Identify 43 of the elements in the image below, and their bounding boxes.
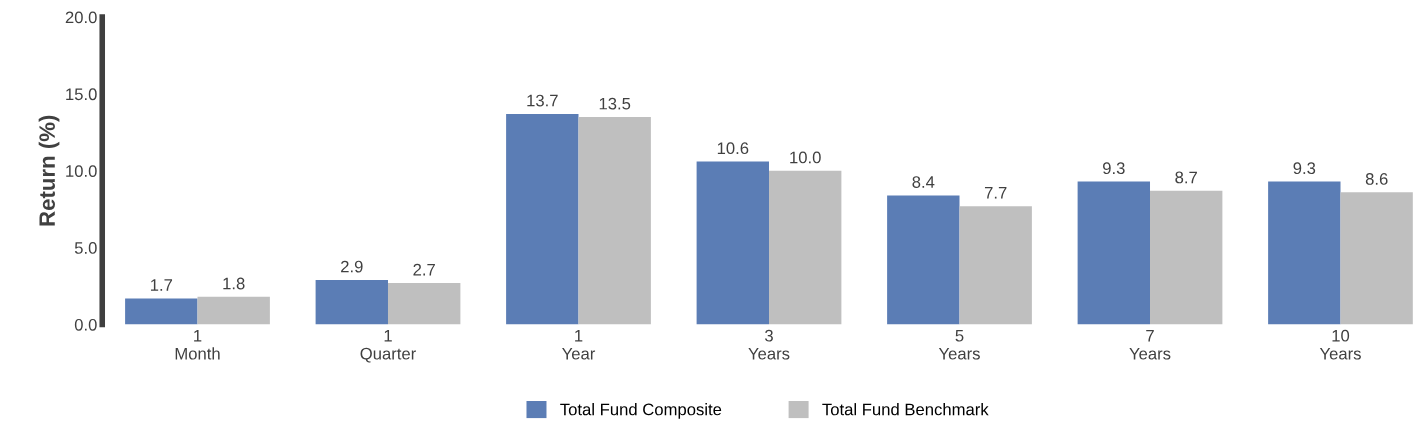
data-label: 13.7 (527, 94, 558, 107)
data-label: 10.6 (717, 142, 749, 155)
bar (1150, 190, 1223, 325)
legend-label: Total Fund Composite (560, 403, 722, 419)
y-tick-label: 0.0 (74, 318, 97, 331)
data-label: 2.9 (341, 260, 363, 273)
y-tick-label: 20.0 (65, 11, 97, 24)
x-tick-label: 1 Year (562, 329, 596, 360)
bar (887, 195, 960, 325)
x-tick-label: 1 Quarter (360, 329, 416, 363)
data-label: 7.7 (984, 187, 1007, 199)
data-label: 10.0 (790, 151, 821, 164)
data-label: 13.5 (599, 97, 631, 110)
bar (1340, 192, 1413, 325)
x-tick-label: 5 Years (938, 329, 980, 360)
data-label: 8.7 (1175, 171, 1197, 184)
bar (315, 279, 388, 325)
x-tick-label: 7 Years (1129, 329, 1171, 360)
bar (578, 117, 651, 325)
legend-label: Total Fund Benchmark (822, 403, 989, 416)
x-tick-label: 10 Years (1319, 329, 1361, 360)
bar (197, 296, 270, 325)
bar (696, 161, 769, 325)
x-tick-label: 3 Years (748, 329, 790, 360)
y-tick-label: 10.0 (66, 165, 97, 177)
y-axis-title: Return (%) (38, 115, 60, 226)
data-label: 1.7 (150, 279, 173, 291)
data-label: 8.6 (1365, 173, 1388, 185)
data-label: 8.4 (912, 176, 935, 188)
bar (1268, 181, 1341, 325)
bar (769, 170, 842, 325)
bar (387, 283, 461, 325)
y-tick-label: 15.0 (66, 88, 97, 101)
bar (959, 206, 1032, 325)
bar (1077, 181, 1151, 325)
x-tick-label: 1 Month (175, 329, 220, 360)
data-label: 9.3 (1293, 162, 1316, 175)
bar (506, 113, 579, 325)
bar (125, 298, 198, 325)
data-label: 1.8 (223, 277, 245, 290)
data-label: 2.7 (413, 263, 435, 276)
data-label: 9.3 (1103, 162, 1125, 175)
y-tick-label: 5.0 (74, 242, 97, 254)
